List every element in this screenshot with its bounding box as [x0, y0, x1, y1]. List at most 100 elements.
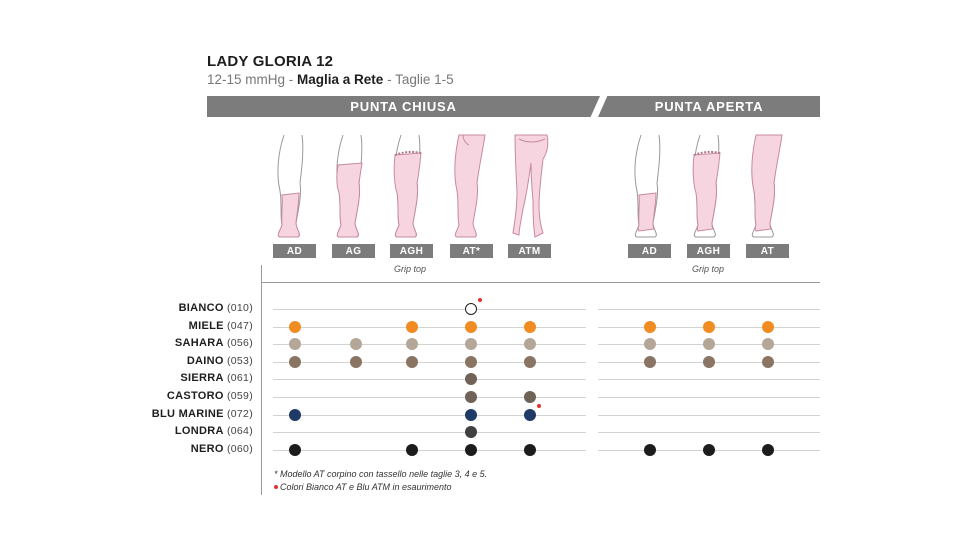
- row-line: [273, 432, 586, 434]
- model-label-agh: AGH: [390, 244, 433, 258]
- leg-illustration-ad: [277, 134, 304, 238]
- availability-dot: [524, 408, 536, 421]
- color-name: CASTORO: [166, 390, 224, 402]
- availability-dot: [350, 338, 362, 351]
- leg-illustration-ag: [336, 134, 363, 238]
- row-line: [273, 344, 586, 346]
- sizes-text: Taglie 1-5: [395, 72, 454, 87]
- availability-dot: [289, 320, 301, 333]
- row-line: [273, 397, 586, 398]
- row-line: [598, 414, 820, 416]
- color-name: MIELE: [188, 319, 224, 332]
- availability-dot: [524, 320, 536, 333]
- model-label-at: AT*: [450, 244, 493, 258]
- leg-illustration-open-ad: [634, 134, 661, 238]
- color-row-label: BIANCO (010): [179, 302, 253, 314]
- leg-illustration-open-at: [751, 134, 783, 238]
- availability-dot: [406, 443, 418, 456]
- availability-dot: [644, 443, 656, 456]
- pressure-text: 12-15 mmHg: [207, 72, 286, 87]
- leg-illustration-at: [454, 134, 486, 238]
- color-name: SIERRA: [180, 372, 224, 385]
- availability-dot: [465, 408, 477, 421]
- availability-dot: [524, 355, 536, 368]
- color-code: (053): [223, 354, 253, 367]
- model-label-atm: ATM: [508, 244, 551, 258]
- color-name: DAINO: [186, 354, 224, 367]
- availability-dot: [465, 355, 477, 368]
- color-row-label: CASTORO (059): [167, 390, 253, 402]
- availability-dot: [644, 355, 656, 368]
- availability-dot: [289, 355, 301, 368]
- availability-dot: [289, 443, 301, 456]
- subtitle-separator: -: [383, 72, 396, 87]
- availability-dot: [703, 320, 715, 333]
- model-label-ag: AG: [332, 244, 375, 258]
- row-line: [273, 326, 586, 328]
- row-line: [598, 432, 820, 434]
- model-label-open-at: AT: [746, 244, 789, 258]
- availability-dot: [762, 320, 774, 333]
- color-row-label: SIERRA (061): [180, 372, 253, 384]
- row-line: [273, 379, 586, 381]
- footnote-red: Colori Bianco AT e Blu ATM in esauriment…: [280, 482, 452, 492]
- row-line: [598, 397, 820, 398]
- color-name: SAHARA: [174, 337, 224, 350]
- model-label-ad: AD: [273, 244, 316, 258]
- color-code: (061): [223, 372, 253, 385]
- color-code: (056): [223, 337, 253, 350]
- color-code: (060): [223, 442, 253, 455]
- availability-dot: [762, 355, 774, 368]
- grip-top-note: Grip top: [394, 264, 427, 274]
- row-line: [598, 379, 820, 381]
- leg-illustration-atm: [512, 134, 549, 238]
- availability-dot: [465, 391, 477, 403]
- model-label-open-agh: AGH: [687, 244, 730, 258]
- row-line: [273, 449, 586, 451]
- fabric-text: Maglia a Rete: [297, 72, 384, 87]
- section-header-closed-toe: PUNTA CHIUSA: [207, 96, 600, 117]
- color-name: NERO: [190, 442, 224, 455]
- color-row-label: DAINO (053): [187, 355, 253, 367]
- availability-dot: [644, 338, 656, 351]
- color-name: BLU MARINE: [151, 407, 224, 420]
- availability-dot: [406, 338, 418, 351]
- table-vertical-divider: [261, 265, 262, 495]
- availability-dot: [465, 426, 477, 439]
- availability-dot: [524, 338, 536, 351]
- availability-dot: [762, 338, 774, 351]
- footnote-star: * Modello AT corpino con tassello nelle …: [274, 469, 488, 479]
- color-row-label: SAHARA (056): [175, 337, 253, 349]
- color-code: (064): [223, 425, 253, 438]
- row-line: [598, 309, 820, 310]
- availability-dot: [406, 355, 418, 368]
- color-name: LONDRA: [174, 425, 224, 438]
- table-horizontal-divider: [261, 282, 820, 283]
- availability-dot: [465, 303, 477, 315]
- leg-illustration-open-agh: [692, 134, 721, 238]
- red-marker-icon: [537, 403, 541, 408]
- color-code: (010): [223, 302, 253, 314]
- color-code: (059): [223, 390, 253, 402]
- availability-dot: [465, 338, 477, 351]
- subtitle-separator: -: [285, 72, 298, 87]
- section-header-open-toe: PUNTA APERTA: [598, 96, 820, 117]
- color-row-label: LONDRA (064): [175, 425, 253, 437]
- availability-dot: [406, 320, 418, 333]
- availability-dot: [289, 408, 301, 421]
- availability-dot: [465, 373, 477, 386]
- red-marker-icon: [478, 298, 482, 302]
- grip-top-note: Grip top: [692, 264, 725, 274]
- color-row-label: BLU MARINE (072): [152, 408, 253, 420]
- leg-illustration-agh: [393, 134, 422, 238]
- color-code: (047): [223, 319, 253, 332]
- color-row-label: MIELE (047): [189, 320, 253, 332]
- row-line: [273, 309, 586, 310]
- availability-dot: [465, 320, 477, 333]
- availability-dot: [703, 338, 715, 351]
- row-line: [273, 414, 586, 416]
- color-code: (072): [223, 407, 253, 420]
- color-name: BIANCO: [178, 302, 224, 314]
- color-row-label: NERO (060): [191, 443, 253, 455]
- row-line: [273, 361, 586, 363]
